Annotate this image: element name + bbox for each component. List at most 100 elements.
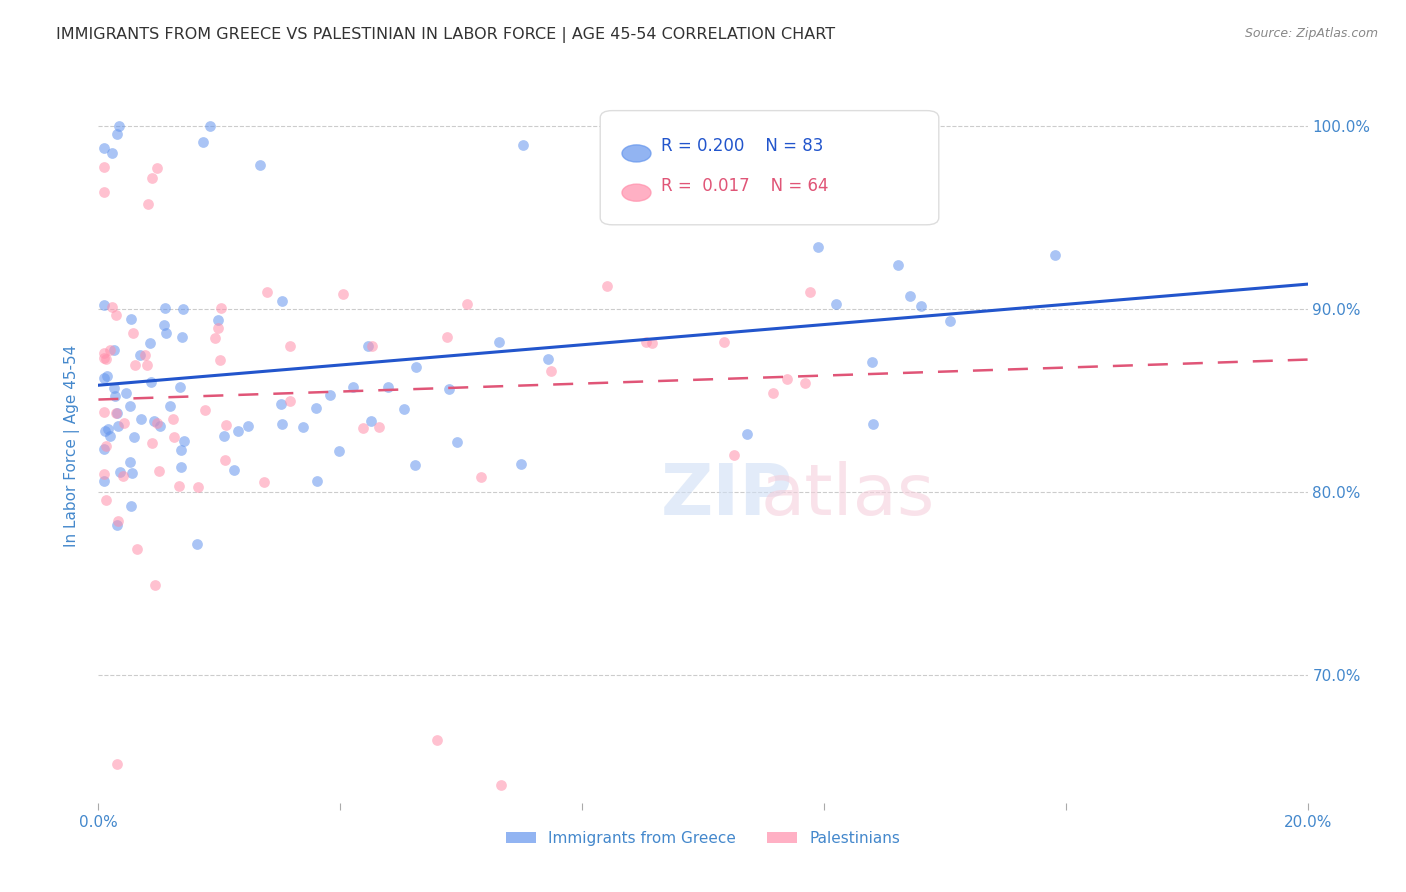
- Immigrants from Greece: [173, 434, 195, 449]
- Palestinians: [540, 364, 562, 378]
- Immigrants from Greece: [128, 348, 150, 362]
- Circle shape: [621, 145, 651, 162]
- Immigrants from Greece: [93, 141, 115, 155]
- Immigrants from Greece: [377, 379, 399, 393]
- Immigrants from Greece: [104, 389, 127, 403]
- Palestinians: [94, 439, 117, 453]
- Immigrants from Greece: [249, 158, 271, 172]
- Palestinians: [762, 386, 785, 401]
- Immigrants from Greece: [153, 301, 176, 315]
- Immigrants from Greece: [887, 258, 910, 272]
- Immigrants from Greece: [96, 368, 118, 383]
- Palestinians: [470, 470, 492, 484]
- Palestinians: [162, 430, 184, 444]
- Palestinians: [793, 376, 815, 391]
- Immigrants from Greece: [862, 417, 884, 431]
- Immigrants from Greece: [910, 299, 932, 313]
- Palestinians: [93, 185, 115, 199]
- Immigrants from Greece: [510, 457, 533, 471]
- Immigrants from Greece: [120, 311, 142, 326]
- Palestinians: [94, 352, 117, 367]
- Immigrants from Greece: [122, 429, 145, 443]
- Y-axis label: In Labor Force | Age 45-54: In Labor Force | Age 45-54: [63, 345, 80, 547]
- Palestinians: [641, 336, 664, 351]
- Palestinians: [634, 335, 657, 350]
- Immigrants from Greece: [153, 318, 176, 332]
- Immigrants from Greece: [318, 388, 340, 402]
- Palestinians: [162, 412, 184, 426]
- Palestinians: [776, 372, 799, 386]
- Palestinians: [93, 467, 115, 481]
- Text: ZIP: ZIP: [661, 461, 793, 531]
- Immigrants from Greece: [103, 343, 125, 358]
- Text: atlas: atlas: [761, 461, 935, 531]
- Immigrants from Greece: [118, 455, 141, 469]
- Palestinians: [93, 405, 115, 419]
- Immigrants from Greece: [860, 355, 883, 369]
- Palestinians: [714, 181, 737, 195]
- Immigrants from Greece: [105, 128, 128, 142]
- Immigrants from Greece: [207, 313, 229, 327]
- Immigrants from Greece: [291, 420, 314, 434]
- Palestinians: [214, 453, 236, 467]
- Palestinians: [253, 475, 276, 489]
- Immigrants from Greece: [939, 313, 962, 327]
- Palestinians: [723, 448, 745, 462]
- Immigrants from Greece: [405, 359, 427, 374]
- Palestinians: [207, 320, 229, 334]
- Palestinians: [361, 339, 384, 353]
- Immigrants from Greece: [198, 119, 221, 133]
- Palestinians: [107, 514, 129, 528]
- Immigrants from Greece: [537, 351, 560, 366]
- Palestinians: [352, 421, 374, 435]
- Palestinians: [93, 346, 115, 360]
- Palestinians: [194, 403, 217, 417]
- Immigrants from Greece: [120, 499, 142, 513]
- Immigrants from Greece: [138, 336, 160, 351]
- Immigrants from Greece: [360, 414, 382, 428]
- Immigrants from Greece: [105, 517, 128, 532]
- Palestinians: [134, 348, 156, 362]
- Text: R = 0.200    N = 83: R = 0.200 N = 83: [661, 137, 823, 155]
- Immigrants from Greece: [129, 412, 152, 426]
- Palestinians: [204, 331, 226, 345]
- Immigrants from Greece: [446, 434, 468, 449]
- Immigrants from Greece: [270, 397, 292, 411]
- Immigrants from Greece: [114, 385, 136, 400]
- Immigrants from Greece: [172, 301, 194, 316]
- Immigrants from Greece: [169, 379, 191, 393]
- Immigrants from Greece: [212, 429, 235, 443]
- Palestinians: [169, 479, 191, 493]
- Immigrants from Greece: [186, 537, 208, 551]
- Immigrants from Greece: [170, 459, 193, 474]
- Immigrants from Greece: [97, 422, 120, 436]
- Palestinians: [105, 756, 128, 771]
- Immigrants from Greece: [93, 370, 115, 384]
- Immigrants from Greece: [98, 429, 121, 443]
- FancyBboxPatch shape: [600, 111, 939, 225]
- Palestinians: [209, 301, 232, 316]
- Text: R =  0.017    N = 64: R = 0.017 N = 64: [661, 177, 828, 194]
- Palestinians: [146, 161, 169, 175]
- Immigrants from Greece: [103, 381, 125, 395]
- Palestinians: [100, 300, 122, 314]
- Immigrants from Greece: [149, 418, 172, 433]
- Palestinians: [125, 541, 148, 556]
- Palestinians: [112, 417, 135, 431]
- Palestinians: [799, 285, 821, 300]
- Immigrants from Greece: [271, 417, 294, 431]
- Palestinians: [256, 285, 278, 299]
- Immigrants from Greece: [170, 329, 193, 343]
- Palestinians: [278, 339, 301, 353]
- Immigrants from Greece: [807, 240, 830, 254]
- Immigrants from Greece: [226, 424, 249, 438]
- Palestinians: [104, 406, 127, 420]
- Palestinians: [368, 420, 391, 434]
- Palestinians: [141, 171, 163, 186]
- Palestinians: [215, 417, 238, 432]
- Palestinians: [187, 480, 209, 494]
- Palestinians: [436, 330, 458, 344]
- Immigrants from Greece: [118, 399, 141, 413]
- Immigrants from Greece: [328, 443, 350, 458]
- Text: Source: ZipAtlas.com: Source: ZipAtlas.com: [1244, 27, 1378, 40]
